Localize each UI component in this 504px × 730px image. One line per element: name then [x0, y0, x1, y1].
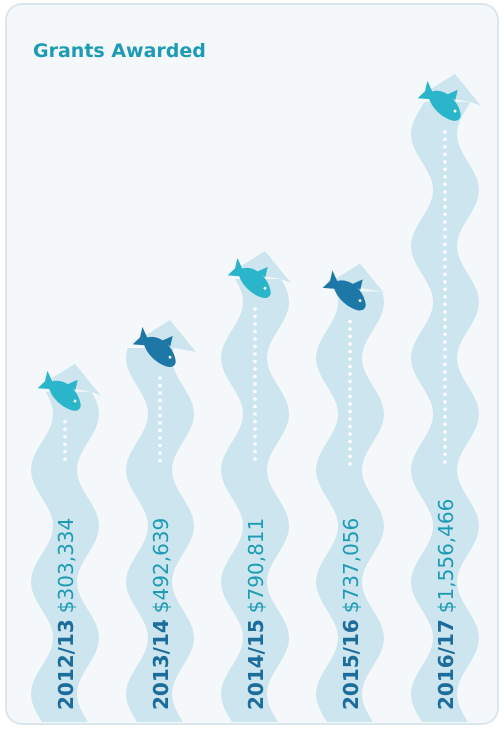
bar-label: 2012/13 $303,334 [54, 518, 78, 710]
fish-body [37, 370, 81, 411]
fish-fin [447, 89, 458, 101]
fish-body [227, 257, 271, 298]
bar-label: 2014/15 $790,811 [244, 518, 268, 710]
fish-body [417, 80, 461, 121]
fish-fin [67, 379, 78, 391]
fish [417, 80, 461, 121]
category-label: 2014/15 [244, 619, 268, 710]
category-label: 2013/14 [149, 619, 173, 710]
value-label: $492,639 [149, 518, 173, 613]
category-label: 2015/16 [339, 619, 363, 710]
fish-fin [162, 335, 173, 347]
value-label: $303,334 [54, 518, 78, 613]
chart-title: Grants Awarded [33, 40, 206, 62]
value-label: $737,056 [339, 518, 363, 613]
stream [31, 363, 102, 722]
value-label: $790,811 [244, 518, 268, 613]
fish-body [132, 326, 176, 367]
fish-eye [73, 399, 77, 403]
stream [411, 73, 481, 723]
bar-label: 2016/17 $1,556,466 [434, 499, 458, 710]
fish-eye [358, 299, 362, 303]
bar-label: 2013/14 $492,639 [149, 518, 173, 710]
stream [316, 263, 386, 722]
value-label: $1,556,466 [434, 499, 458, 614]
fish-eye [453, 109, 457, 113]
fish [227, 257, 271, 298]
fish-eye [263, 286, 267, 290]
fish-eye [168, 355, 172, 359]
fish-body [322, 270, 366, 311]
bar-label: 2015/16 $737,056 [339, 518, 363, 710]
fish [37, 370, 81, 411]
fish-fin [352, 279, 363, 290]
fish [322, 270, 366, 311]
streams: 2012/13 $303,334 2013/14 $492,639 2014/15 $79… [31, 73, 481, 723]
stream [126, 320, 196, 722]
fish [132, 326, 176, 367]
stream [221, 251, 291, 722]
category-label: 2012/13 [54, 619, 78, 710]
category-label: 2016/17 [434, 619, 458, 710]
fish-fin [257, 266, 268, 278]
